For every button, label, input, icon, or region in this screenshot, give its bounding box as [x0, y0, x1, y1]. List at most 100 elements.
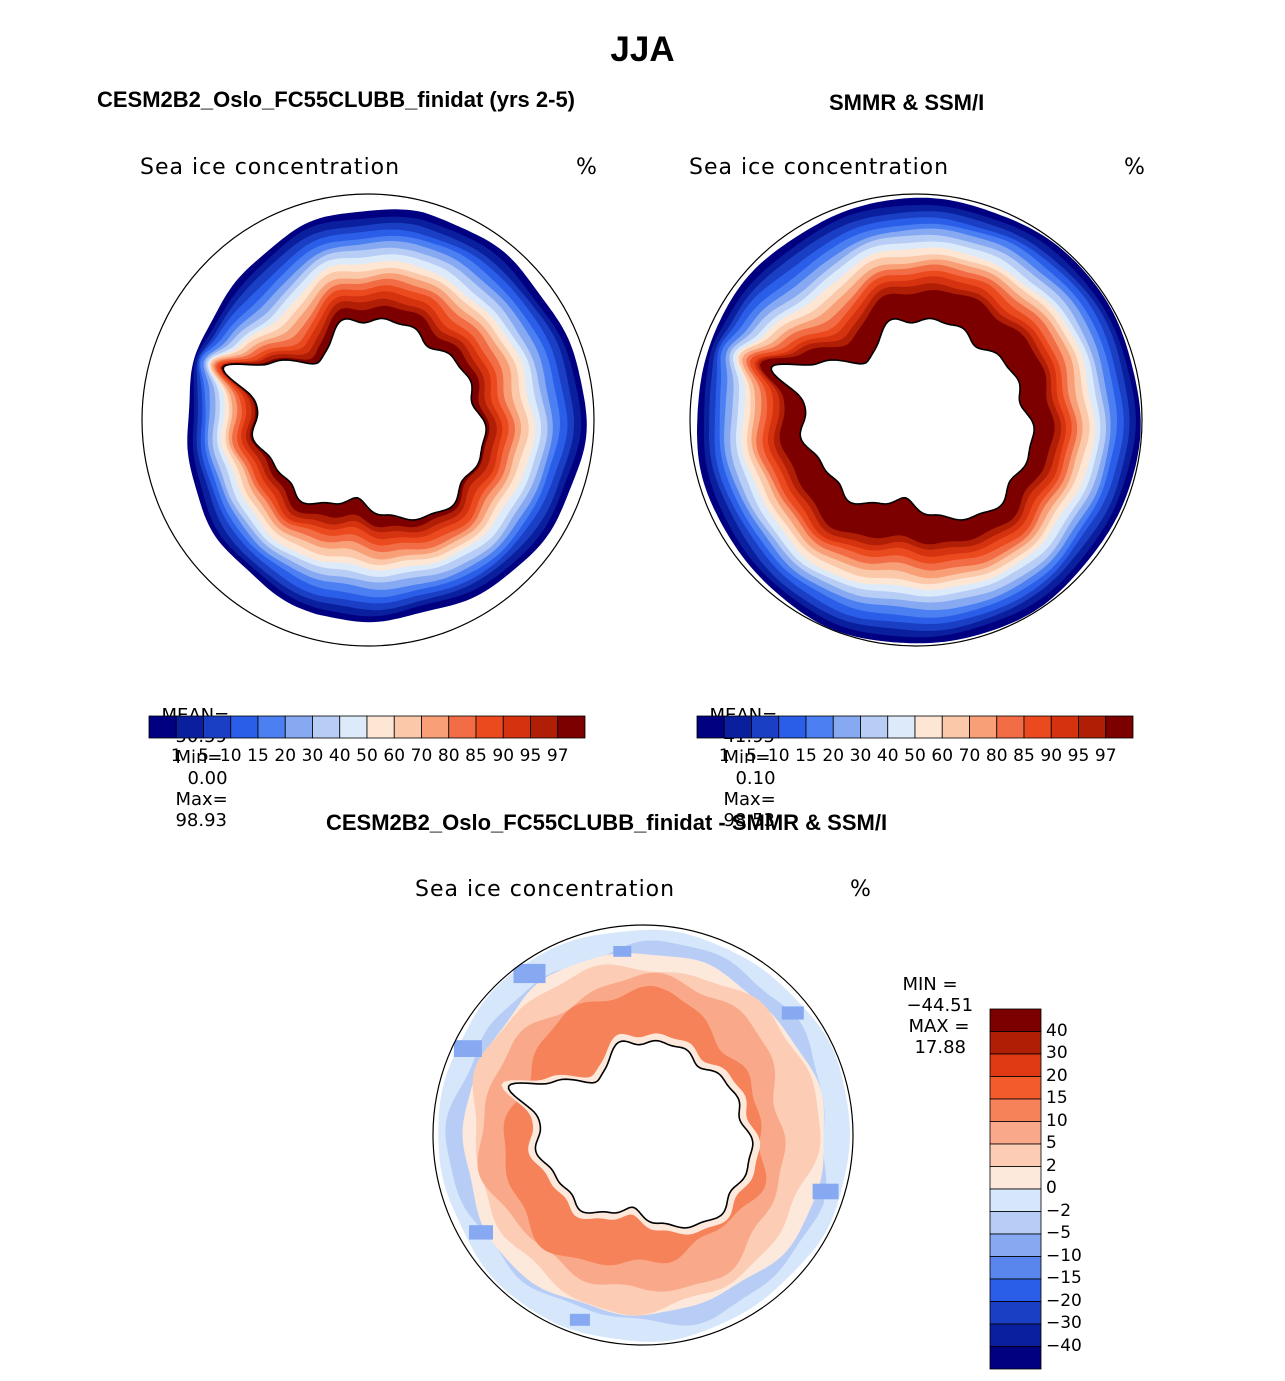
obs-colorbar-swatch	[751, 715, 780, 739]
obs-map	[689, 193, 1143, 647]
model-colorbar-tick: 20	[274, 746, 297, 766]
model-colorbar-tick: 40	[328, 746, 351, 766]
diff-colorbar-swatch	[989, 1076, 1042, 1100]
obs-colorbar-tick: 40	[876, 746, 899, 766]
obs-map-boundary	[689, 193, 1143, 647]
model-colorbar-tick: 70	[410, 746, 433, 766]
model-antarctica-coastline	[222, 317, 487, 521]
diff-colorbar-tick: −2	[1046, 1200, 1072, 1221]
diff-colorbar-tick: −5	[1046, 1223, 1072, 1243]
model-colorbar-tick: 50	[356, 746, 378, 766]
diff-min-label: MIN =	[902, 974, 958, 995]
diff-colorbar-tick: 20	[1046, 1065, 1068, 1086]
diff-colorbar-swatch	[989, 1301, 1042, 1325]
obs-colorbar-swatch	[1105, 715, 1134, 739]
model-max-label: Max=	[175, 789, 228, 810]
diff-stats: MIN = −44.51 MAX = 17.88	[891, 953, 973, 1058]
obs-colorbar-swatch	[996, 715, 1025, 739]
obs-antarctica-coastline	[770, 317, 1035, 521]
diff-colorbar-swatch	[989, 1098, 1042, 1122]
diff-colorbar-tick: −20	[1046, 1290, 1082, 1311]
diff-colorbar-swatch	[989, 1188, 1042, 1212]
obs-colorbar-tick: 60	[931, 746, 954, 766]
model-colorbar-swatch	[203, 715, 232, 739]
obs-colorbar-tick: 50	[904, 746, 926, 766]
diff-colorbar-tick: 30	[1046, 1043, 1068, 1063]
diff-negative-patch	[513, 963, 546, 984]
obs-colorbar-tick: 5	[746, 746, 757, 766]
diff-colorbar-swatch	[989, 1233, 1042, 1257]
diff-colorbar-tick: −40	[1046, 1335, 1082, 1356]
model-colorbar-swatch	[475, 715, 504, 739]
obs-colorbar-swatch	[696, 715, 725, 739]
model-colorbar-swatch	[148, 715, 177, 739]
diff-colorbar-swatch	[989, 1053, 1042, 1077]
diff-colorbar-tick: −30	[1046, 1313, 1082, 1333]
model-stats: MEAN= 50.59 Min= 0.00 Max= 98.93	[150, 684, 229, 831]
diff-colorbar-swatch	[989, 1278, 1042, 1302]
obs-colorbar-swatch	[860, 715, 889, 739]
obs-colorbar-tick: 85	[1013, 746, 1035, 766]
model-colorbar-tick: 5	[198, 746, 209, 766]
diff-negative-patch	[812, 1183, 839, 1200]
model-colorbar-tick: 90	[492, 746, 515, 766]
model-colorbar-tick: 60	[383, 746, 406, 766]
model-colorbar-swatch	[393, 715, 422, 739]
diff-colorbar-tick: 5	[1046, 1133, 1057, 1153]
diff-negative-patch	[453, 1040, 482, 1057]
diff-map-boundary	[432, 924, 854, 1346]
model-min-value: 0.00	[187, 768, 228, 789]
diff-colorbar-tick: 40	[1046, 1020, 1068, 1041]
diff-colorbar-tick: 2	[1046, 1155, 1057, 1176]
diff-colorbar-swatch	[989, 1031, 1042, 1055]
model-map	[141, 193, 595, 647]
diff-variable-label: Sea ice concentration	[415, 877, 676, 902]
obs-colorbar-tick: 80	[985, 746, 1008, 766]
diff-negative-patch	[613, 946, 632, 957]
diff-units-label: %	[850, 877, 872, 902]
diff-colorbar-swatch	[989, 1346, 1042, 1370]
obs-units-label: %	[1124, 155, 1146, 180]
diff-colorbar-swatch	[989, 1121, 1042, 1145]
diff-colorbar-swatch	[989, 1143, 1042, 1167]
obs-max-label: Max=	[723, 789, 776, 810]
diff-panel-title: CESM2B2_Oslo_FC55CLUBB_finidat - SMMR & …	[326, 810, 888, 835]
obs-min-label: Min=	[723, 747, 771, 768]
diff-colorbar-swatch	[989, 1256, 1042, 1280]
model-colorbar-swatch	[530, 715, 559, 739]
obs-colorbar-swatch	[969, 715, 998, 739]
obs-colorbar-swatch	[914, 715, 943, 739]
model-colorbar-swatch	[230, 715, 259, 739]
model-panel-title: CESM2B2_Oslo_FC55CLUBB_finidat (yrs 2-5)	[97, 87, 576, 112]
model-colorbar-swatch	[448, 715, 477, 739]
diff-colorbar-tick: 10	[1046, 1110, 1068, 1131]
diff-negative-patch	[569, 1313, 590, 1326]
obs-colorbar-tick: 15	[795, 746, 817, 766]
diff-colorbar-swatch	[989, 1323, 1042, 1347]
obs-colorbar-tick: 95	[1067, 746, 1090, 766]
model-colorbar-swatch	[339, 715, 368, 739]
diff-colorbar-tick: 15	[1046, 1088, 1068, 1108]
obs-colorbar-swatch	[778, 715, 807, 739]
obs-min-value: 0.10	[735, 768, 776, 789]
figure-title: JJA	[610, 30, 675, 69]
model-colorbar-tick: 1	[170, 746, 182, 766]
obs-colorbar-swatch	[1023, 715, 1052, 739]
diff-colorbar-swatch	[989, 1211, 1042, 1235]
model-map-boundary	[141, 193, 595, 647]
obs-variable-label: Sea ice concentration	[689, 155, 950, 180]
obs-colorbar-tick: 1	[718, 746, 730, 766]
model-colorbar-swatch	[312, 715, 341, 739]
diff-colorbar-swatch	[989, 1008, 1042, 1032]
obs-colorbar-tick: 97	[1094, 746, 1117, 766]
diff-map	[432, 924, 854, 1346]
diff-max-value: 17.88	[914, 1037, 966, 1058]
obs-colorbar-tick: 90	[1040, 746, 1063, 766]
model-colorbar-swatch	[421, 715, 450, 739]
model-colorbar-swatch	[257, 715, 286, 739]
model-colorbar-swatch	[502, 715, 531, 739]
obs-colorbar-swatch	[1050, 715, 1079, 739]
model-colorbar-swatch	[557, 715, 586, 739]
model-units-label: %	[576, 155, 598, 180]
